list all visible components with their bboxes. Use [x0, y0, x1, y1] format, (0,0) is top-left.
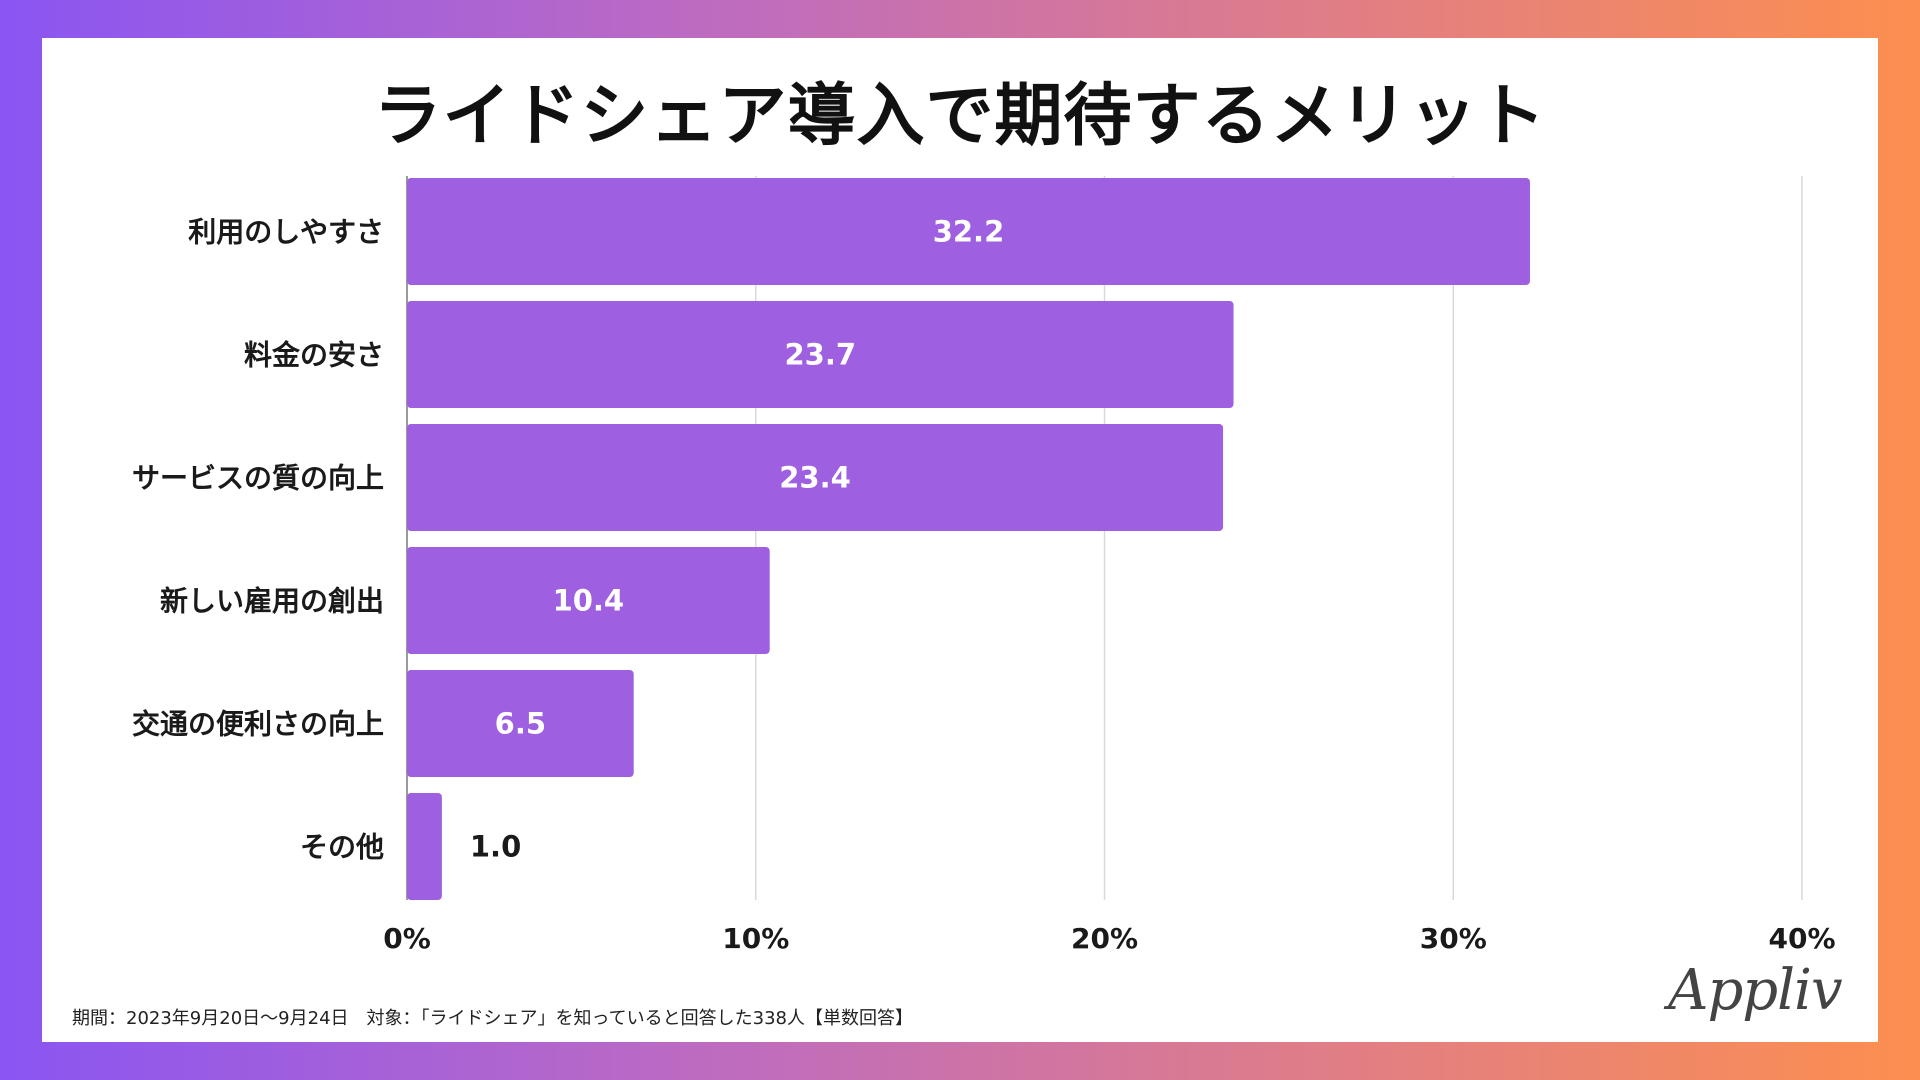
category-label: その他: [300, 831, 384, 864]
category-label: サービスの質の向上: [132, 462, 384, 495]
category-label: 料金の安さ: [244, 339, 384, 372]
value-label: 23.7: [784, 338, 856, 372]
bar: [407, 178, 1530, 285]
bar: [407, 301, 1234, 408]
value-label: 1.0: [470, 830, 521, 864]
category-label: 交通の便利さの向上: [132, 708, 384, 741]
value-label: 6.5: [495, 707, 546, 741]
grid-lines: [406, 176, 1803, 900]
value-label: 10.4: [553, 584, 625, 618]
x-tick-label: 10%: [722, 922, 789, 955]
bar: [407, 793, 442, 900]
x-tick-label: 40%: [1768, 922, 1835, 955]
survey-footnote: 期間：2023年9月20日〜9月24日 対象：「ライドシェア」を知っていると回答…: [72, 1008, 913, 1029]
labels: 0% 10% 20% 30% 40% 32.2 利用のしやすさ 23.7 料金の安さ 23.4 サー…: [132, 215, 1836, 956]
bar: [407, 670, 634, 777]
bar: [407, 424, 1224, 531]
bar: [407, 547, 770, 654]
value-label: 23.4: [779, 461, 851, 495]
category-label: 新しい雇用の創出: [160, 585, 384, 618]
bars: [407, 178, 1530, 900]
chart-title: ライドシェア導入で期待するメリット: [373, 77, 1547, 156]
x-tick-label: 20%: [1071, 922, 1138, 955]
x-tick-label: 30%: [1420, 922, 1487, 955]
category-label: 利用のしやすさ: [188, 216, 384, 249]
x-tick-label: 0%: [383, 922, 431, 955]
value-label: 32.2: [933, 215, 1005, 249]
appliv-logo: Appliv: [1668, 958, 1843, 1023]
